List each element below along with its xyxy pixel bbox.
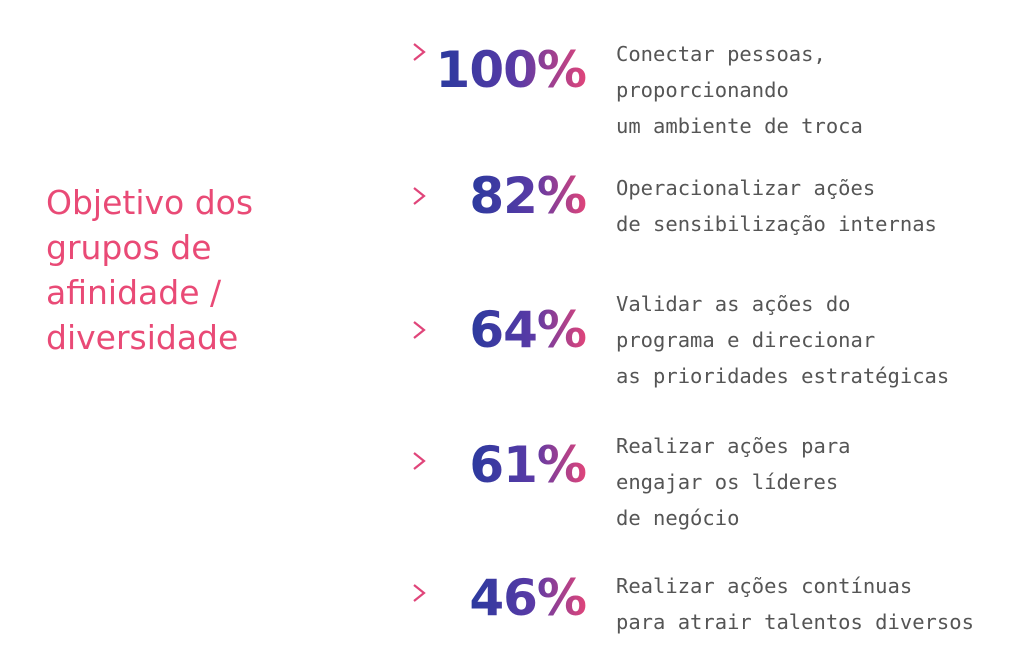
item-description: Operacionalizar ações de sensibilização … [616,170,1016,242]
item-value: 100% [435,41,587,99]
arrow-3 [304,321,426,339]
description-line: para atrair talentos diversos [616,610,974,634]
arrow-right-icon [413,187,426,205]
item-value: 61% [469,436,587,494]
diagram-title: Objetivo dos grupos de afinidade / diver… [46,180,286,360]
description-line: as prioridades estratégicas [616,364,950,388]
description-line: Realizar ações para [616,434,851,458]
description-line: proporcionando [616,78,789,102]
item-value: 46% [469,569,587,627]
arrow-2 [304,187,426,205]
arrow-right-icon [413,584,426,602]
arrow-right-icon [413,43,426,61]
description-line: Validar as ações do [616,292,851,316]
arrow-right-icon [413,452,426,470]
arrow-4 [304,452,426,470]
description-line: Operacionalizar ações [616,176,876,200]
item-description: Realizar ações para engajar os líderes d… [616,428,1016,536]
title-line: diversidade [46,318,239,357]
description-line: programa e direcionar [616,328,876,352]
description-line: Conectar pessoas, [616,42,826,66]
title-line: grupos de [46,228,212,267]
item-value: 82% [469,167,587,225]
title-line: afinidade / [46,273,222,312]
description-line: um ambiente de troca [616,114,863,138]
item-description: Conectar pessoas, proporcionando um ambi… [616,36,1016,144]
arrow-right-icon [413,321,426,339]
description-line: de negócio [616,506,740,530]
description-line: de sensibilização internas [616,212,937,236]
description-line: engajar os líderes [616,470,839,494]
description-line: Realizar ações contínuas [616,574,913,598]
item-description: Validar as ações do programa e direciona… [616,286,1016,394]
item-value: 64% [469,301,587,359]
item-description: Realizar ações contínuas para atrair tal… [616,568,1016,640]
title-line: Objetivo dos [46,183,254,222]
arrow-5 [304,584,426,602]
arrow-1 [304,43,426,61]
